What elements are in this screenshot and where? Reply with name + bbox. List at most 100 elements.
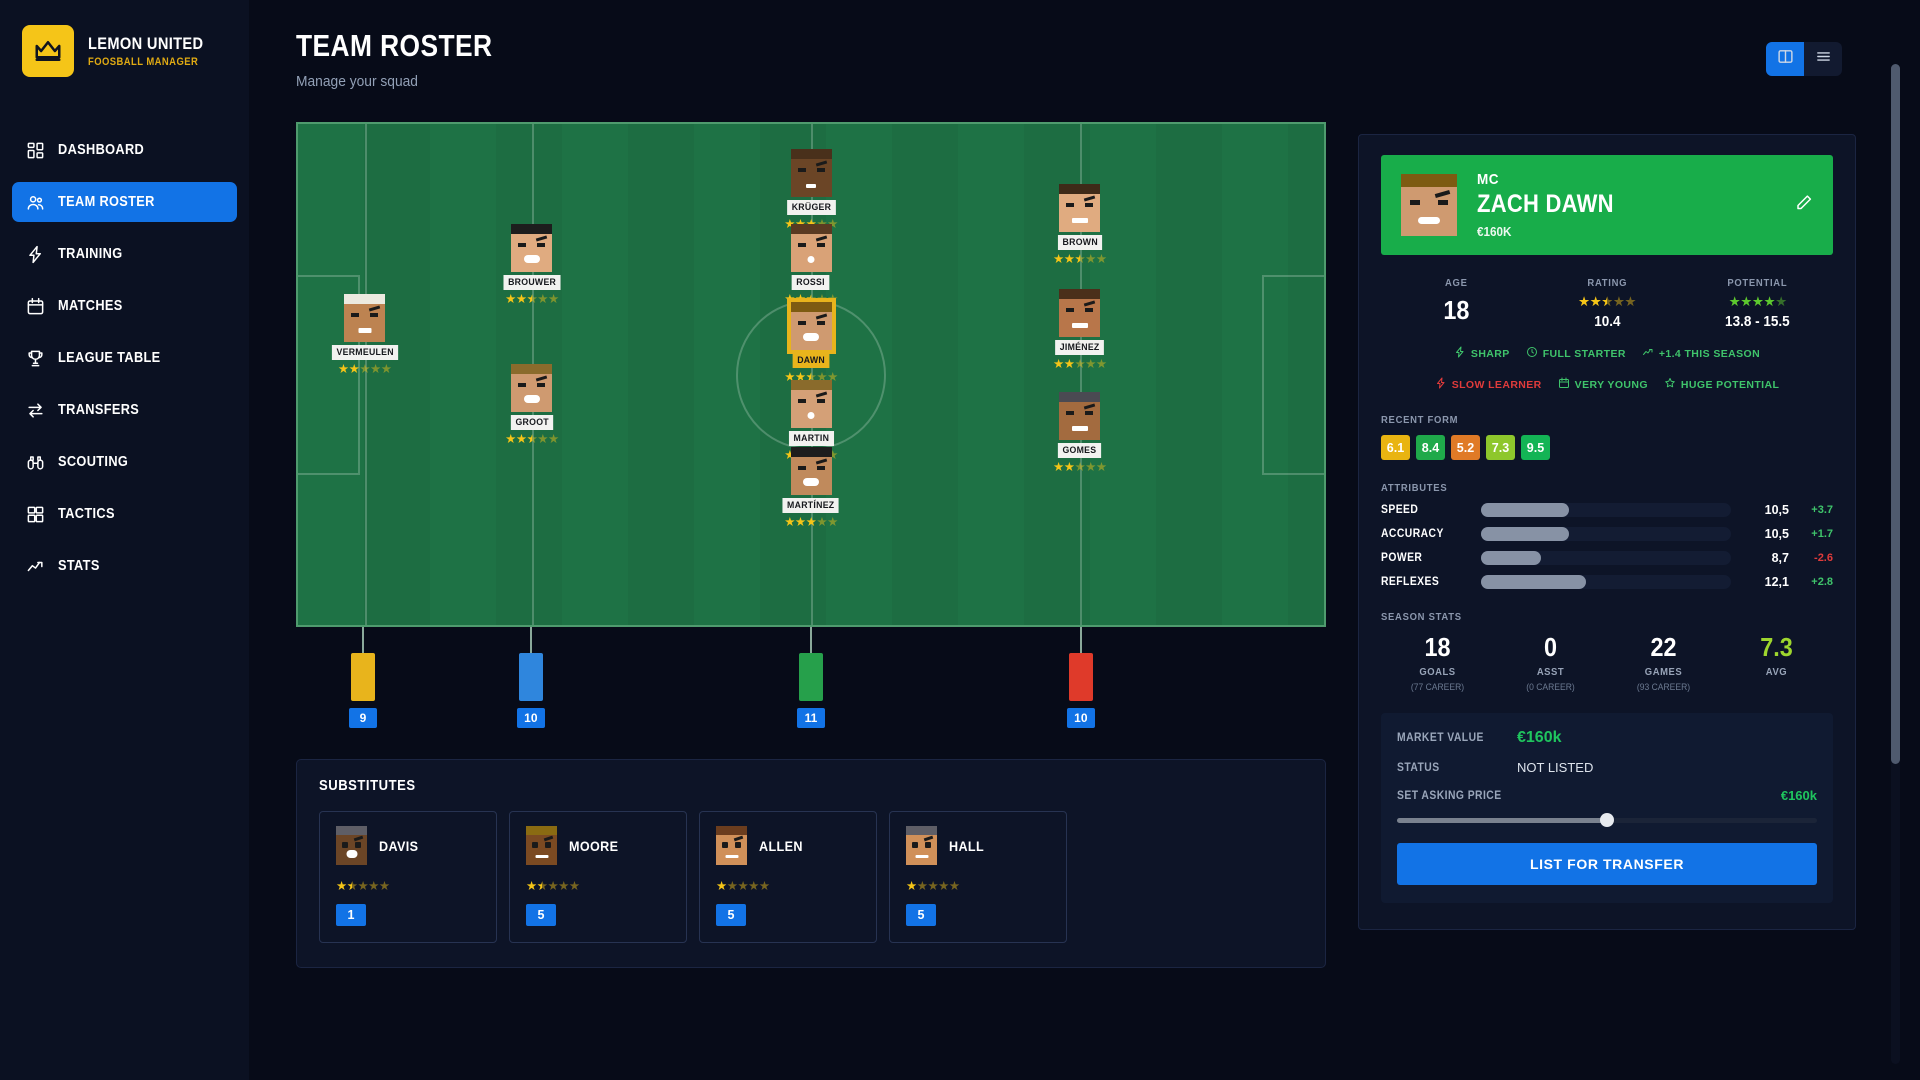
player-rating-stars: ★★★★★ [784, 217, 838, 232]
rod-count-badge: 10 [1066, 708, 1095, 728]
pitch-player-dawn[interactable]: DAWN ★★★★★★ [763, 297, 859, 384]
rod-line [361, 627, 364, 653]
attribute-row-accuracy: ACCURACY 10,5 +1.7 [1381, 527, 1833, 541]
avatar [790, 149, 832, 198]
form-chip: 8.4 [1416, 435, 1445, 460]
player-rating-stars: ★★★★★★ [784, 292, 838, 307]
substitutes-panel: SUBSTITUTES DAVIS ★★★★★★ 1 MOORE ★★★★★★ … [296, 759, 1326, 968]
pitch-player-brouwer[interactable]: BROUWER ★★★★★★ [484, 224, 580, 306]
trait--1-4-this-season: +1.4 THIS SEASON [1642, 346, 1760, 361]
trophy-icon [26, 349, 45, 368]
trait-label: HUGE POTENTIAL [1680, 378, 1780, 391]
player-position: MC [1477, 171, 1499, 188]
sidebar-item-training[interactable]: TRAINING [12, 234, 237, 274]
season-stat-career: (93 CAREER) [1636, 682, 1691, 693]
pitch-player-brown[interactable]: BROWN ★★★★★★ [1032, 184, 1128, 266]
traits-positive: SHARP FULL STARTER +1.4 THIS SEASON [1381, 346, 1833, 361]
substitute-count-badge: 5 [906, 904, 936, 926]
kpi-stars: ★★★★★ [1728, 294, 1788, 309]
sidebar-item-label: TRAINING [58, 246, 123, 262]
page-subtitle: Manage your squad [296, 73, 418, 90]
asking-price-label: SET ASKING PRICE [1397, 789, 1502, 802]
asking-price-slider[interactable] [1397, 813, 1817, 827]
rod-3[interactable]: 10 [1066, 627, 1095, 728]
pitch-player-gomes[interactable]: GOMES ★★★★★ [1032, 392, 1128, 474]
asking-price-value: €160k [1780, 788, 1817, 803]
kpi-age: AGE 18 [1381, 277, 1532, 330]
scrollbar[interactable] [1891, 64, 1900, 1064]
substitute-card-moore[interactable]: MOORE ★★★★★★ 5 [509, 811, 687, 943]
sidebar-item-tactics[interactable]: TACTICS [12, 494, 237, 534]
sidebar-item-team-roster[interactable]: TEAM ROSTER [12, 182, 237, 222]
pitch-player-martin[interactable]: MARTIN ★★★★★★ [763, 379, 859, 462]
view-toggle[interactable] [1766, 42, 1842, 76]
pitch-player-rossi[interactable]: ROSSI ★★★★★★ [763, 224, 859, 306]
avatar [1059, 392, 1101, 441]
pitch-player-krüger[interactable]: KRÜGER ★★★★★ [763, 149, 859, 231]
player-name: GROOT [510, 415, 554, 431]
substitute-count-badge: 1 [336, 904, 366, 926]
list-view-icon-button[interactable] [1804, 42, 1842, 76]
brand-subtitle: FOOSBALL MANAGER [88, 56, 199, 68]
rod-2[interactable]: 11 [797, 627, 825, 728]
asking-price-row: SET ASKING PRICE €160k [1397, 788, 1817, 803]
sidebar-item-label: MATCHES [58, 298, 123, 314]
rod-line [810, 627, 812, 653]
sidebar-item-scouting[interactable]: SCOUTING [12, 442, 237, 482]
exchange-icon [26, 401, 45, 420]
trait-label: SHARP [1470, 347, 1510, 360]
calendar-icon [1558, 377, 1570, 392]
rod-0[interactable]: 9 [348, 627, 377, 728]
scrollbar-thumb[interactable] [1891, 64, 1900, 764]
substitute-card-hall[interactable]: HALL ★★★★★ 5 [889, 811, 1067, 943]
player-rating-stars: ★★★★★★ [505, 432, 559, 447]
season-stat-label: AVG [1765, 666, 1788, 678]
player-name: JIMÉNEZ [1055, 340, 1105, 356]
sidebar-item-transfers[interactable]: TRANSFERS [12, 390, 237, 430]
rod-1[interactable]: 10 [516, 627, 545, 728]
substitute-name: ALLEN [759, 837, 803, 854]
pencil-icon[interactable] [1795, 194, 1813, 217]
users-icon [26, 193, 45, 212]
columns-view-icon-button[interactable] [1766, 42, 1804, 76]
sidebar-item-label: DASHBOARD [58, 142, 145, 158]
player-name: GOMES [1058, 443, 1102, 459]
pitch-player-jiménez[interactable]: JIMÉNEZ ★★★★★ [1032, 289, 1128, 371]
pitch-player-martínez[interactable]: MARTÍNEZ ★★★★★ [763, 447, 859, 529]
rod-bar [799, 653, 823, 701]
rod-count-badge: 10 [516, 708, 545, 728]
substitute-card-allen[interactable]: ALLEN ★★★★★ 5 [699, 811, 877, 943]
substitute-count-badge: 5 [526, 904, 556, 926]
sidebar-item-dashboard[interactable]: DASHBOARD [12, 130, 237, 170]
penalty-box-left [298, 274, 360, 475]
list-for-transfer-button[interactable]: LIST FOR TRANSFER [1397, 843, 1817, 885]
tactics-grid-icon [26, 505, 45, 524]
attribute-value: 10,5 [1764, 527, 1789, 541]
pitch-player-groot[interactable]: GROOT ★★★★★★ [484, 364, 580, 446]
sidebar-item-stats[interactable]: STATS [12, 546, 237, 586]
rod-count-badge: 9 [348, 708, 377, 728]
rod-line [1079, 627, 1082, 653]
player-rating-stars: ★★★★★★ [784, 369, 838, 384]
grid-icon [26, 141, 45, 160]
sidebar-item-label: STATS [58, 558, 100, 574]
slider-thumb[interactable] [1600, 813, 1614, 827]
topbar: TEAM ROSTER Manage your squad [249, 0, 1920, 122]
columns-view-icon [1777, 48, 1794, 70]
sidebar-item-label: TRANSFERS [58, 402, 140, 418]
substitute-header: HALL [906, 826, 1050, 865]
avatar [716, 826, 747, 865]
trait-slow-learner: SLOW LEARNER [1435, 377, 1542, 392]
sidebar-item-league-table[interactable]: LEAGUE TABLE [12, 338, 237, 378]
substitute-header: DAVIS [336, 826, 480, 865]
sidebar-item-matches[interactable]: MATCHES [12, 286, 237, 326]
substitute-card-davis[interactable]: DAVIS ★★★★★★ 1 [319, 811, 497, 943]
trend-up-icon [1642, 346, 1654, 361]
pitch-player-vermeulen[interactable]: VERMEULEN ★★★★★ [317, 294, 413, 376]
attribute-delta: +3.7 [1811, 504, 1833, 516]
season-stat-avg: 7.3 AVG [1720, 632, 1833, 682]
trait-full-starter: FULL STARTER [1526, 346, 1626, 361]
avatar [790, 379, 832, 428]
pitch[interactable]: KRÜGER ★★★★★ ROSSI ★★★★★★ DAWN ★★★★★★ MA… [296, 122, 1326, 627]
